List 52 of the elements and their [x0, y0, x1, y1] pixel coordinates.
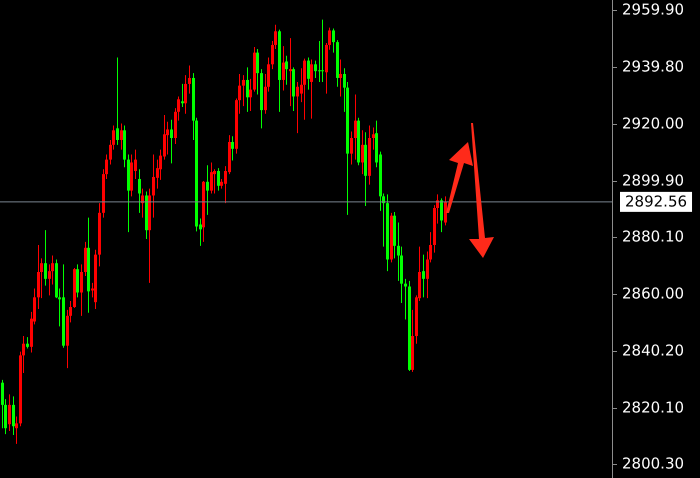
- y-tick-label: 2800.30: [622, 454, 684, 472]
- candlestick: [26, 336, 29, 350]
- candlestick: [76, 264, 79, 298]
- y-tick-label: 2840.20: [622, 341, 684, 360]
- candlestick: [307, 56, 310, 90]
- candlestick: [422, 254, 425, 298]
- candlestick: [15, 416, 18, 444]
- candlestick: [282, 46, 285, 91]
- candlestick: [138, 168, 141, 214]
- candlestick: [8, 394, 11, 432]
- candlestick: [361, 130, 364, 175]
- candlestick: [339, 58, 342, 97]
- candlestick: [152, 154, 155, 218]
- candlestick: [318, 40, 321, 82]
- candlestick: [285, 55, 288, 86]
- candlestick: [249, 78, 252, 112]
- candlestick: [184, 74, 187, 114]
- candlestick: [296, 81, 299, 134]
- candlestick: [170, 119, 173, 164]
- y-tick-label: 2880.10: [622, 227, 684, 246]
- y-tick-label: 2899.90: [622, 171, 684, 190]
- candlestick: [332, 28, 335, 54]
- candlestick: [372, 126, 375, 150]
- y-tick-label: 2939.80: [622, 57, 684, 76]
- candlestick: [80, 264, 83, 316]
- candlestick: [310, 58, 313, 120]
- candlestick: [206, 164, 209, 216]
- candlestick: [350, 130, 353, 165]
- y-tick-label: 2959.90: [622, 0, 684, 18]
- ref-line-label: 2892.56: [625, 192, 688, 211]
- candlestick: [242, 74, 245, 107]
- y-tick-label: 2860.00: [622, 284, 684, 302]
- candlestick: [321, 19, 324, 82]
- y-tick-label: 2920.00: [622, 114, 684, 132]
- candlestick: [246, 66, 249, 112]
- candlestick: [188, 64, 191, 94]
- candlestick: [210, 162, 213, 194]
- candlestick: [217, 168, 220, 192]
- candlestick: [231, 136, 234, 161]
- candlestick: [116, 56, 119, 146]
- candlestick: [314, 60, 317, 78]
- candlestick: [404, 278, 407, 320]
- candlestick: [12, 396, 15, 436]
- candlestick: [354, 94, 357, 160]
- y-tick-label: 2820.10: [622, 398, 684, 416]
- candlestick: [181, 83, 184, 108]
- candlestick: [444, 196, 447, 226]
- candlestick: [256, 48, 259, 95]
- candlestick: [120, 122, 123, 150]
- candlestick: [44, 230, 47, 286]
- candlestick: [440, 198, 443, 233]
- candlestick: [289, 38, 292, 107]
